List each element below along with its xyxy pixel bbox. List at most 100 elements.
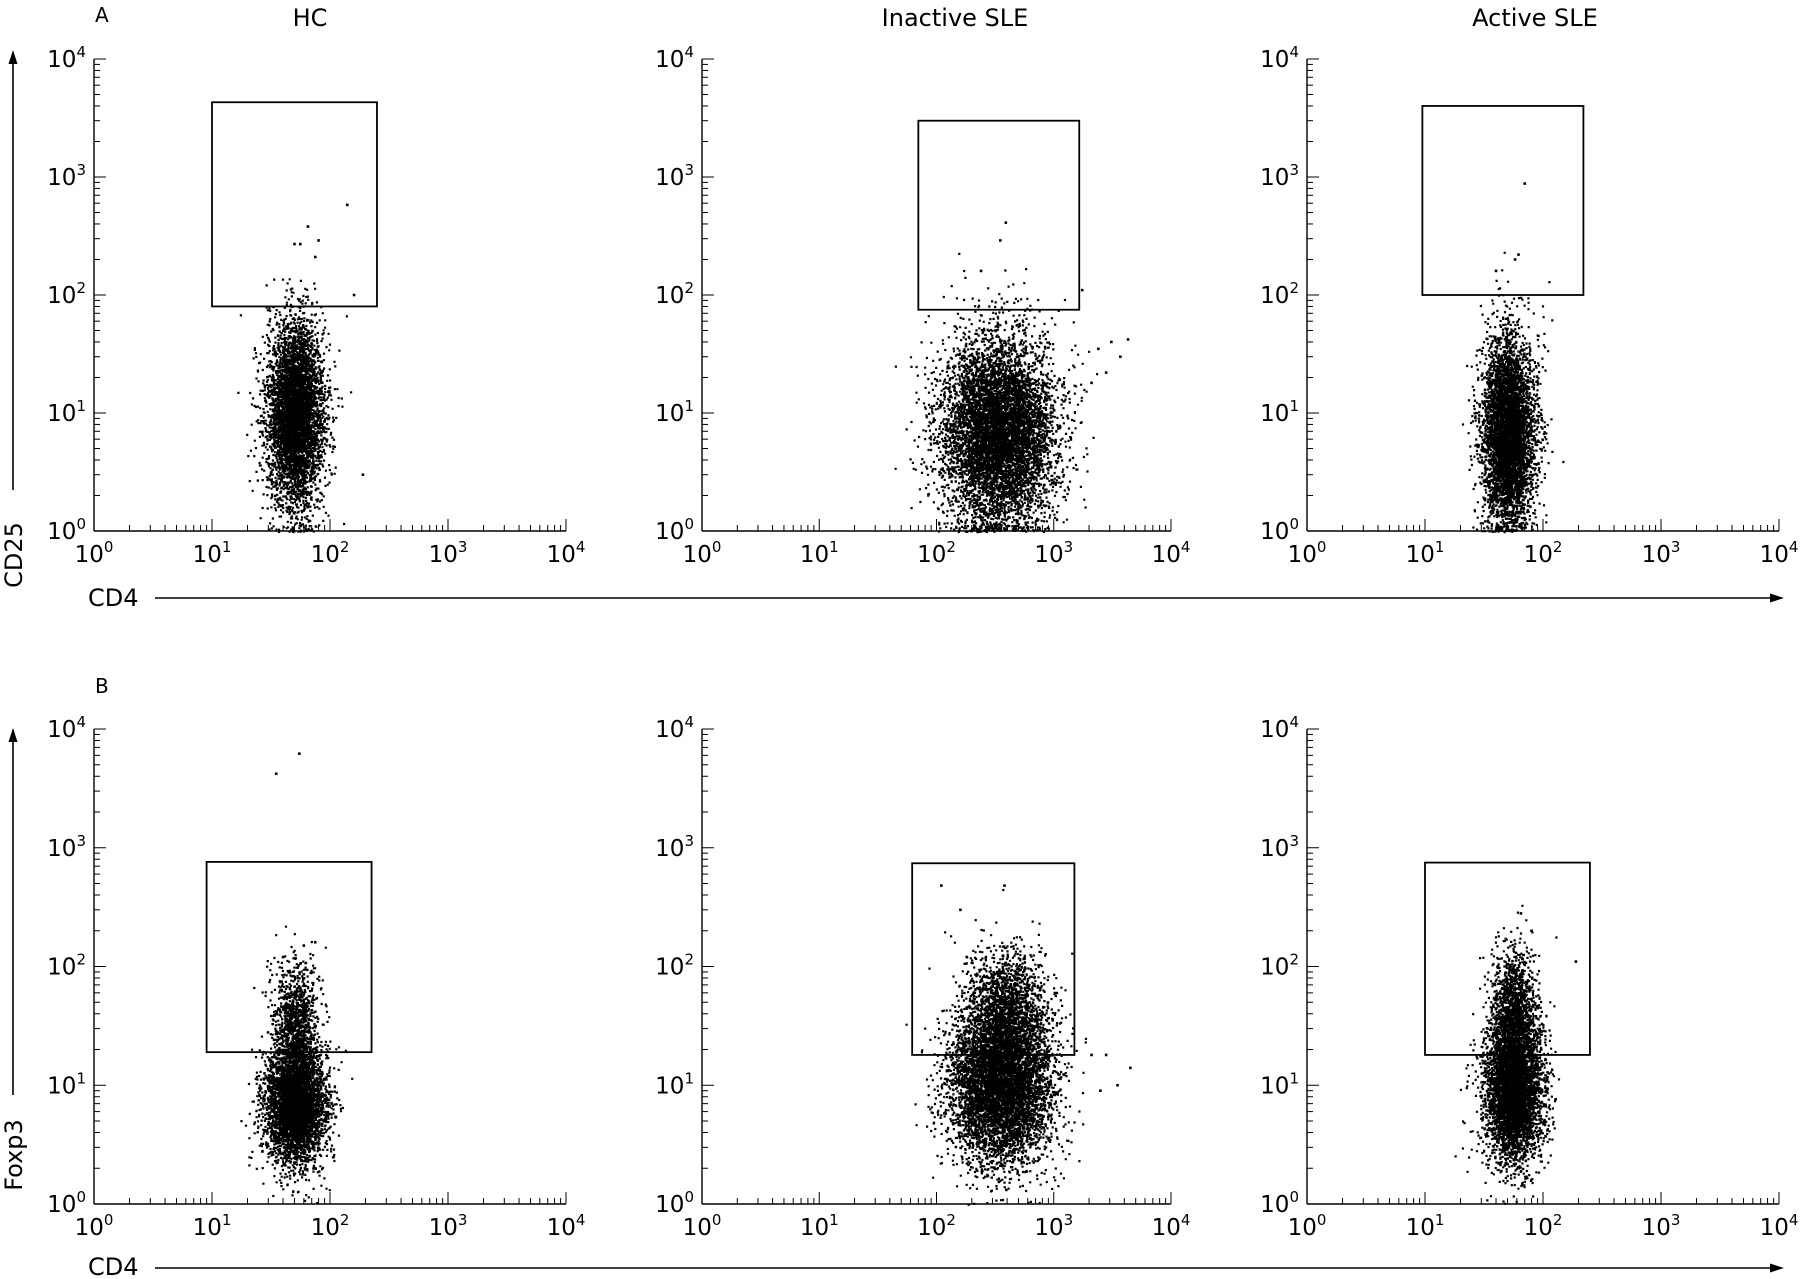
y-tick-label: 101 bbox=[47, 397, 86, 427]
outlier-point bbox=[1523, 182, 1527, 185]
outlier-point bbox=[352, 293, 356, 297]
x-tick-label: 101 bbox=[1406, 1211, 1445, 1241]
x-tick-label: 101 bbox=[1406, 538, 1445, 568]
outlier-point bbox=[298, 752, 301, 755]
outlier-point bbox=[345, 203, 349, 207]
x-tick-label: 102 bbox=[1524, 538, 1563, 568]
y-tick-label: 102 bbox=[655, 279, 694, 309]
y-tick-label: 103 bbox=[655, 161, 694, 191]
y-tick-label: 100 bbox=[47, 515, 86, 545]
outlier-point bbox=[317, 239, 320, 242]
x-tick-label: 104 bbox=[547, 538, 586, 568]
y-tick-label: 100 bbox=[655, 515, 694, 545]
x-tick-label: 104 bbox=[1760, 538, 1799, 568]
outlier-point bbox=[1119, 355, 1122, 358]
x-tick-label: 100 bbox=[75, 538, 114, 568]
outlier-point bbox=[1129, 1066, 1132, 1070]
y-tick-label: 104 bbox=[655, 713, 694, 743]
panel-a-y-axis-label: CD25 bbox=[0, 522, 28, 588]
y-tick-label: 103 bbox=[655, 832, 694, 862]
y-tick-label: 102 bbox=[655, 951, 694, 981]
column-title-active-sle: Active SLE bbox=[1472, 4, 1598, 32]
y-tick-label: 102 bbox=[47, 279, 86, 309]
outlier-point bbox=[1110, 340, 1113, 344]
outlier-point bbox=[313, 255, 317, 259]
outlier-point bbox=[1517, 253, 1520, 256]
panel-b-x-axis-label: CD4 bbox=[88, 1253, 139, 1279]
outlier-point bbox=[1530, 929, 1533, 933]
y-tick-label: 100 bbox=[1260, 515, 1299, 545]
outlier-point bbox=[979, 269, 983, 273]
x-tick-label: 103 bbox=[429, 538, 468, 568]
y-tick-label: 104 bbox=[47, 713, 86, 743]
x-tick-label: 101 bbox=[800, 1211, 839, 1241]
outlier-point bbox=[1574, 960, 1578, 963]
panel-a-x-axis-arrow bbox=[155, 593, 1784, 603]
x-tick-label: 102 bbox=[917, 538, 956, 568]
y-tick-label: 103 bbox=[1260, 832, 1299, 862]
x-tick-label: 102 bbox=[1524, 1211, 1563, 1241]
outlier-point bbox=[959, 908, 962, 912]
y-tick-label: 102 bbox=[1260, 279, 1299, 309]
outlier-point bbox=[1099, 1089, 1102, 1092]
outlier-point bbox=[1003, 884, 1006, 887]
x-tick-label: 100 bbox=[683, 1211, 722, 1241]
gate-rectangle bbox=[211, 101, 378, 308]
column-title-inactive-sle: Inactive SLE bbox=[882, 4, 1029, 32]
outlier-point bbox=[1519, 912, 1523, 915]
y-tick-label: 101 bbox=[655, 1069, 694, 1099]
x-tick-label: 103 bbox=[1642, 538, 1681, 568]
outlier-point bbox=[1126, 338, 1130, 341]
x-tick-label: 104 bbox=[1152, 538, 1191, 568]
x-tick-label: 102 bbox=[311, 538, 350, 568]
panel-letter-a: A bbox=[95, 3, 109, 27]
outlier-point bbox=[1080, 288, 1084, 292]
outlier-point bbox=[361, 473, 365, 476]
x-tick-label: 104 bbox=[1152, 1211, 1191, 1241]
event-cloud-upper bbox=[1476, 904, 1558, 1133]
x-tick-label: 100 bbox=[1288, 538, 1327, 568]
gate-rectangle bbox=[911, 862, 1076, 1056]
x-tick-label: 101 bbox=[800, 538, 839, 568]
outlier-point bbox=[1004, 221, 1008, 224]
outlier-point bbox=[1116, 1083, 1119, 1087]
outlier-point bbox=[313, 940, 317, 944]
x-tick-label: 103 bbox=[1034, 1211, 1073, 1241]
x-tick-label: 101 bbox=[193, 1211, 232, 1241]
outlier-point bbox=[302, 944, 306, 947]
outlier-point bbox=[1513, 258, 1517, 261]
x-tick-label: 100 bbox=[75, 1211, 114, 1241]
event-cloud bbox=[894, 252, 1099, 534]
outlier-point bbox=[293, 242, 296, 246]
x-tick-label: 103 bbox=[1034, 538, 1073, 568]
outlier-point bbox=[940, 884, 943, 887]
event-cloud bbox=[237, 278, 353, 534]
y-tick-label: 101 bbox=[1260, 397, 1299, 427]
outlier-point bbox=[1090, 381, 1093, 385]
x-tick-label: 101 bbox=[193, 538, 232, 568]
x-tick-label: 103 bbox=[1642, 1211, 1681, 1241]
outlier-point bbox=[1104, 1053, 1108, 1057]
outlier-point bbox=[281, 955, 285, 959]
y-tick-label: 101 bbox=[1260, 1069, 1299, 1099]
plots-layer: 1001001011011021021031031041041001001011… bbox=[47, 43, 1798, 1241]
panel-b-y-axis-label: Foxp3 bbox=[0, 1119, 28, 1191]
y-tick-label: 103 bbox=[47, 161, 86, 191]
x-tick-label: 103 bbox=[429, 1211, 468, 1241]
panel-b-y-axis-arrow bbox=[8, 728, 18, 1095]
y-tick-label: 101 bbox=[655, 397, 694, 427]
y-tick-label: 103 bbox=[47, 832, 86, 862]
x-tick-label: 102 bbox=[917, 1211, 956, 1241]
outlier-point bbox=[1097, 347, 1100, 351]
y-tick-label: 104 bbox=[47, 43, 86, 73]
y-tick-label: 103 bbox=[1260, 161, 1299, 191]
y-tick-label: 101 bbox=[47, 1069, 86, 1099]
event-cloud bbox=[905, 945, 1088, 1206]
